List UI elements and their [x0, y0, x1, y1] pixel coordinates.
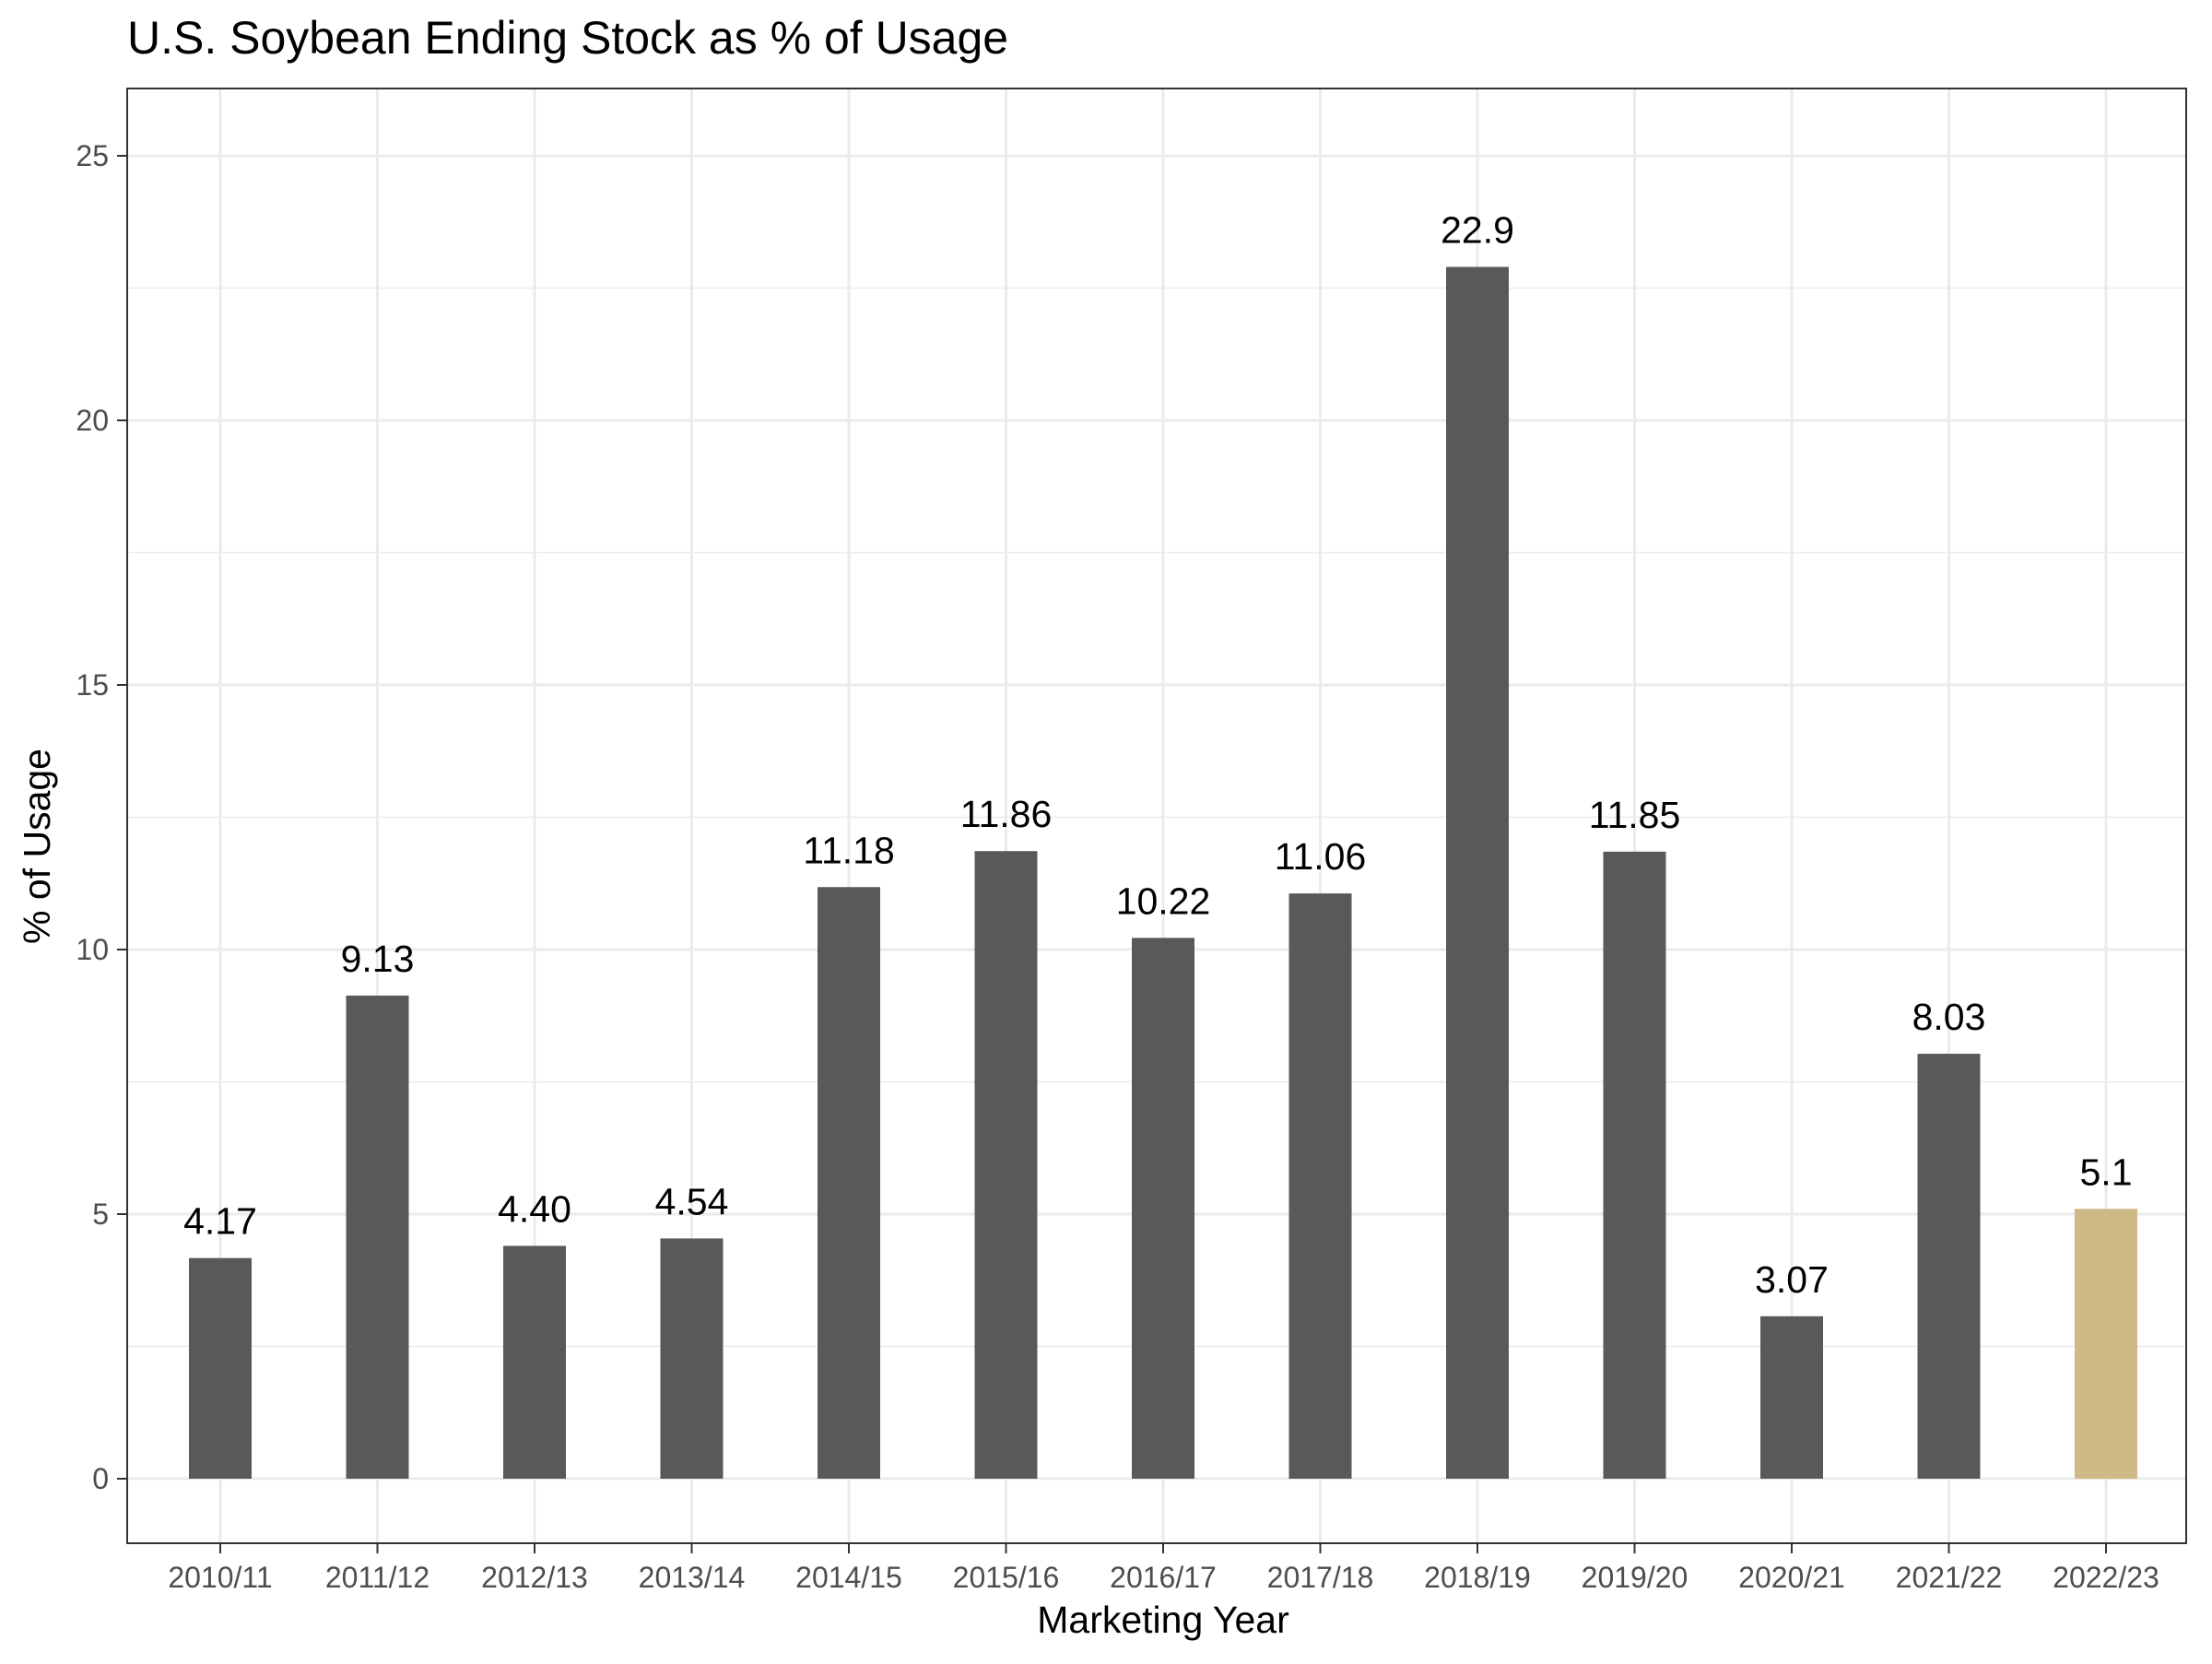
bar [189, 1257, 252, 1479]
y-tick-label: 10 [76, 933, 109, 966]
y-tick-label: 5 [92, 1198, 109, 1231]
data-label: 11.06 [1275, 835, 1367, 878]
x-tick-label: 2016/17 [1110, 1561, 1217, 1594]
chart-title: U.S. Soybean Ending Stock as % of Usage [127, 12, 1008, 64]
data-label: 8.03 [1912, 996, 1986, 1038]
bar [1603, 851, 1666, 1479]
data-label: 10.22 [1116, 879, 1211, 922]
panel-border [126, 88, 2187, 1544]
x-tick-label: 2012/13 [481, 1561, 588, 1594]
bar [1288, 893, 1352, 1479]
data-label: 4.54 [655, 1180, 729, 1222]
data-label: 5.1 [2080, 1151, 2133, 1193]
data-label: 3.07 [1755, 1258, 1829, 1301]
bars [189, 266, 2137, 1479]
data-label: 11.86 [960, 793, 1053, 835]
data-label: 4.40 [498, 1187, 571, 1230]
bar [1446, 266, 1509, 1479]
axes: 0 5 10 15 20 25 2010/11 2011/12 2012/13 2013/14 20… [76, 88, 2187, 1594]
x-tick-label: 2021/22 [1896, 1561, 2003, 1594]
y-axis-title: % of Usage [16, 749, 58, 944]
x-tick-label: 2022/23 [2053, 1561, 2159, 1594]
x-tick-label: 2020/21 [1738, 1561, 1845, 1594]
bar [660, 1238, 724, 1479]
data-labels: 4.17 9.13 4.40 4.54 11.18 11.86 10.22 11.06 22.9… [183, 209, 2132, 1301]
x-tick-label: 2019/20 [1582, 1561, 1688, 1594]
y-tick-label: 25 [76, 139, 109, 172]
data-label: 11.18 [803, 829, 895, 871]
bar [2075, 1209, 2137, 1479]
x-axis-title: Marketing Year [1037, 1599, 1289, 1641]
x-tick-label: 2011/12 [325, 1561, 429, 1594]
bar [974, 851, 1038, 1479]
bar [503, 1245, 566, 1479]
data-label: 4.17 [183, 1200, 257, 1243]
bar [1760, 1316, 1823, 1479]
y-tick-label: 20 [76, 404, 109, 437]
y-tick-label: 0 [92, 1462, 109, 1495]
x-tick-label: 2018/19 [1424, 1561, 1531, 1594]
x-tick-label: 2014/15 [795, 1561, 902, 1594]
x-tick-label: 2017/18 [1267, 1561, 1374, 1594]
bar [1917, 1054, 1981, 1479]
data-label: 22.9 [1441, 209, 1514, 252]
y-tick-label: 15 [76, 668, 109, 702]
x-tick-label: 2010/11 [168, 1561, 272, 1594]
bar [346, 995, 409, 1479]
bar [1132, 938, 1194, 1479]
bar [818, 887, 880, 1479]
x-tick-label: 2015/16 [953, 1561, 1060, 1594]
x-tick-label: 2013/14 [639, 1561, 746, 1594]
data-label: 9.13 [341, 938, 415, 980]
data-label: 11.85 [1589, 794, 1681, 836]
